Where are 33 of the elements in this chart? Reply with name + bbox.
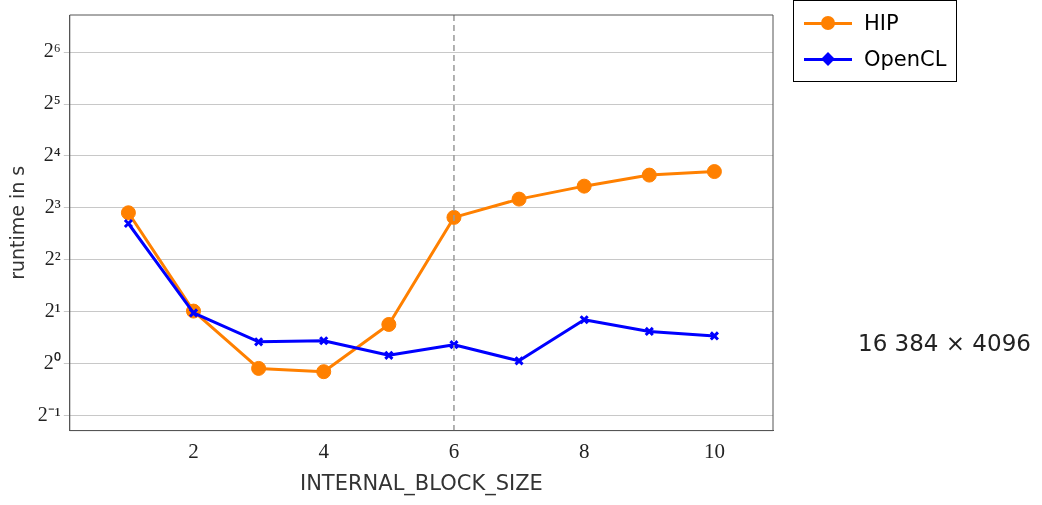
point xyxy=(381,316,397,332)
y-tick-label: 2² xyxy=(44,247,61,270)
legend-label: HIP xyxy=(864,11,899,35)
point xyxy=(641,167,657,183)
point xyxy=(706,164,722,180)
text: 16 384 × 4096 xyxy=(858,330,1031,356)
y-tick-label: 2⁶ xyxy=(43,39,61,62)
point xyxy=(576,178,592,194)
legend-label: OpenCL xyxy=(864,47,947,71)
x-tick-label: 6 xyxy=(448,438,460,463)
y-tick-label: 2⁰ xyxy=(43,351,61,374)
point xyxy=(579,314,590,325)
y-tick-label: 2³ xyxy=(44,195,61,218)
point xyxy=(446,209,462,225)
point xyxy=(514,355,525,366)
x-tick-label: 8 xyxy=(578,438,590,463)
y-tick-label: 2⁻¹ xyxy=(37,402,61,425)
y-tick-label: 2¹ xyxy=(44,299,61,322)
point xyxy=(644,326,655,337)
y-axis-title: runtime in s xyxy=(6,165,29,280)
x-tick-label: 2 xyxy=(188,438,199,463)
x-tick-label: 4 xyxy=(318,438,330,463)
point xyxy=(316,364,332,380)
point xyxy=(253,336,264,347)
x-axis-title: INTERNAL_BLOCK_SIZE xyxy=(299,470,543,496)
point xyxy=(251,360,267,376)
y-tick-label: 2⁴ xyxy=(43,143,61,166)
x-tick-label: 10 xyxy=(703,438,725,463)
point xyxy=(120,205,136,221)
point xyxy=(318,335,329,346)
point xyxy=(383,350,394,361)
y-tick-label: 2⁵ xyxy=(43,91,61,114)
point xyxy=(511,191,527,207)
